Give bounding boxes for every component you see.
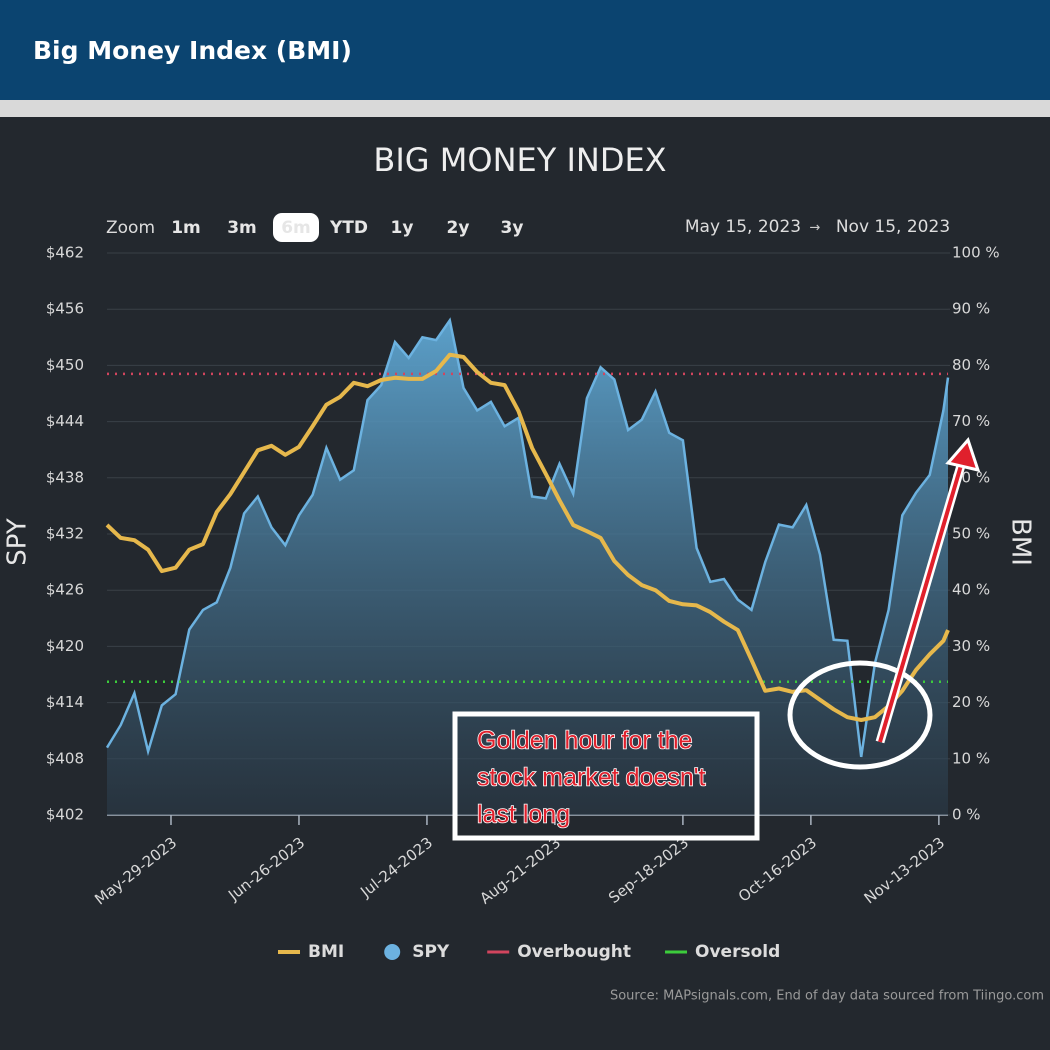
y2-tick-label: 30 %: [952, 637, 990, 655]
y2-tick-label: 100 %: [952, 244, 1000, 262]
zoom-button[interactable]: 3m: [227, 218, 257, 238]
legend-label[interactable]: Oversold: [695, 942, 780, 962]
annotation-box: [452, 711, 760, 841]
highlight-ellipse: [787, 660, 933, 770]
y2-tick-label: 90 %: [952, 300, 990, 318]
y-tick-label: $432: [46, 525, 84, 543]
y2-tick-label: 70 %: [952, 412, 990, 430]
zoom-label: Zoom: [106, 218, 155, 238]
zoom-button[interactable]: 6m: [281, 218, 311, 238]
y2-axis-label: BMI: [1006, 518, 1036, 566]
y2-tick-label: 80 %: [952, 356, 990, 374]
annotation-text: stock market doesn't: [477, 764, 706, 792]
y-tick-label: $450: [46, 356, 84, 374]
source-note: Source: MAPsignals.com, End of day data …: [610, 989, 1044, 1004]
arrow-head: [945, 437, 981, 473]
chart-title: BIG MONEY INDEX: [373, 141, 666, 179]
y-tick-label: $456: [46, 300, 84, 318]
y-tick-label: $408: [46, 749, 84, 767]
line: [105, 352, 950, 722]
legend-label[interactable]: SPY: [412, 942, 450, 962]
y-tick-label: $414: [46, 693, 84, 711]
y-tick-label: $462: [46, 244, 84, 262]
zoom-button[interactable]: YTD: [329, 218, 368, 238]
y2-tick-label: 50 %: [952, 525, 990, 543]
y-tick-label: $426: [46, 581, 84, 599]
range-end[interactable]: Nov 15, 2023: [836, 217, 950, 237]
y-tick-label: $444: [46, 412, 84, 430]
y2-tick-label: 0 %: [952, 806, 981, 824]
annotation-layer: Golden hour for the stock market doesn't l…: [452, 437, 981, 841]
zoom-button[interactable]: 1m: [171, 218, 201, 238]
range-start[interactable]: May 15, 2023: [685, 217, 801, 237]
legend-symbol: [384, 944, 401, 960]
range-arrow: →: [810, 221, 821, 236]
area-fill: [107, 320, 948, 815]
annotation-text: Golden hour for the: [477, 727, 692, 755]
y-tick-label: $438: [46, 468, 84, 486]
zoom-button[interactable]: 3y: [501, 218, 524, 238]
y2-tick-label: 20 %: [952, 693, 990, 711]
header-divider: [0, 100, 1050, 117]
zoom-selected-bg: [273, 213, 319, 242]
area-line: [105, 317, 950, 758]
annotation-text: last long: [477, 801, 570, 829]
y2-tick-label: 10 %: [952, 749, 990, 767]
legend-label[interactable]: Overbought: [517, 942, 631, 962]
zoom-button[interactable]: 1y: [391, 218, 414, 238]
arrow-shaft: [878, 461, 964, 743]
y2-tick-label: 40 %: [952, 581, 990, 599]
y-axis-label: SPY: [3, 518, 33, 566]
y-tick-label: $402: [46, 806, 84, 824]
header-title: Big Money Index (BMI): [33, 36, 352, 65]
header-bar: [0, 0, 1050, 100]
zoom-button[interactable]: 2y: [447, 218, 470, 238]
legend-label[interactable]: BMI: [308, 942, 344, 962]
y-tick-label: $420: [46, 637, 84, 655]
